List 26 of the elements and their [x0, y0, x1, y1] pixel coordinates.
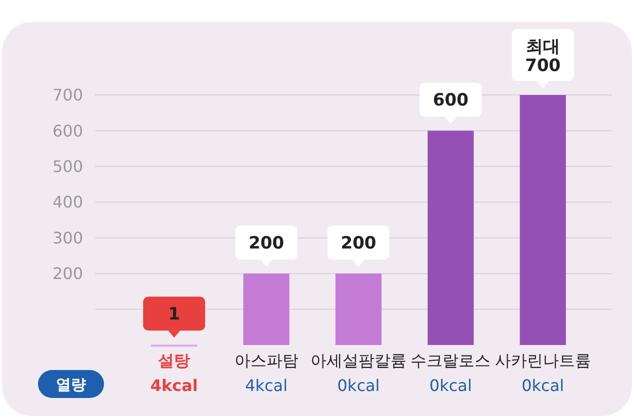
y-tick-label: 600 [52, 121, 83, 140]
x-tick-label: 설탕 [158, 351, 190, 370]
bar [520, 95, 566, 345]
text: 0kcal [429, 376, 472, 395]
text: 0kcal [522, 376, 564, 395]
y-tick-label: 500 [52, 157, 83, 176]
data-label: 200 [248, 234, 284, 254]
data-label: 1 [168, 304, 180, 325]
data-label: 최대 700 [525, 37, 561, 76]
text: 4kcal [245, 376, 288, 395]
data-label: 600 [432, 90, 469, 111]
x-tick-label: 수크랄로스 [410, 351, 491, 370]
y-tick-label: 300 [52, 228, 83, 248]
text: 4kcal [150, 376, 198, 395]
y-tick-label: 700 [52, 86, 83, 105]
y-tick-label: 400 [52, 192, 83, 212]
x-tick-label: 사카린나트륨 [494, 351, 591, 370]
bar [243, 274, 290, 345]
y-tick-label: 200 [52, 264, 83, 284]
x-tick-label: 아스파탐 [234, 351, 298, 370]
data-label: 200 [340, 234, 376, 254]
text: 열량 [56, 375, 86, 394]
text: 0kcal [337, 376, 380, 395]
bar [335, 274, 382, 345]
x-tick-label: 아세설팜칼륨 [310, 351, 406, 370]
bar [428, 130, 474, 345]
